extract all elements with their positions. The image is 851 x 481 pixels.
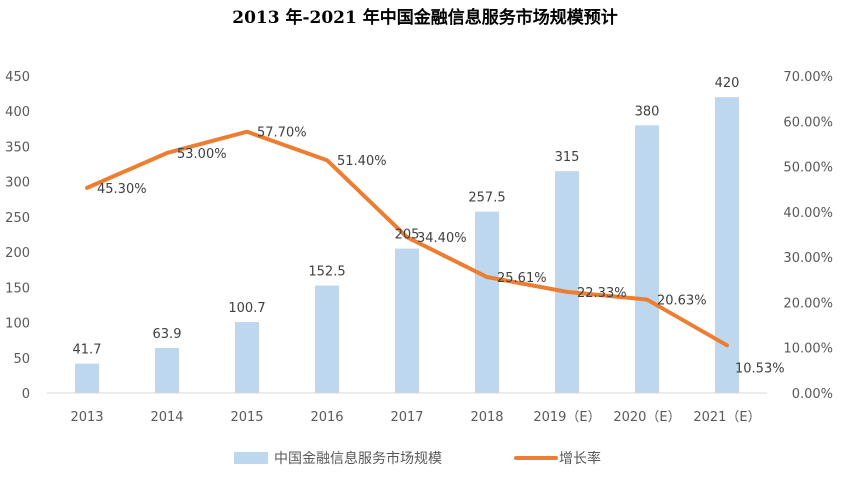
y-right-tick: 70.00% xyxy=(783,70,833,85)
legend-bar-swatch xyxy=(234,452,268,464)
y-left-tick: 300 xyxy=(5,176,30,191)
line-point xyxy=(326,159,328,162)
line-point xyxy=(246,130,248,133)
chart-title: 2013 年-2021 年中国金融信息服务市场规模预计 xyxy=(232,7,618,28)
bar xyxy=(715,97,739,393)
bar-label: 205 xyxy=(395,228,420,243)
x-tick: 2021（E） xyxy=(693,410,760,425)
bar-label: 63.9 xyxy=(153,327,182,342)
line-point xyxy=(166,151,168,154)
x-tick: 2017 xyxy=(390,410,423,425)
y-right-tick: 50.00% xyxy=(783,161,833,176)
line-label: 10.53% xyxy=(735,361,785,376)
line-point xyxy=(406,236,408,239)
bar xyxy=(315,285,339,393)
bar xyxy=(475,211,499,393)
bar-label: 420 xyxy=(715,76,740,91)
line-label: 20.63% xyxy=(657,294,707,309)
x-tick: 2016 xyxy=(310,410,343,425)
bar-label: 41.7 xyxy=(73,343,102,358)
legend: 中国金融信息服务市场规模 增长率 xyxy=(234,450,601,467)
bar-label: 257.5 xyxy=(468,191,505,206)
y-right-tick: 10.00% xyxy=(783,342,833,357)
y-left-tick: 450 xyxy=(5,70,30,85)
line-point xyxy=(86,186,88,189)
bar xyxy=(555,171,579,393)
y-left-tick: 150 xyxy=(5,281,30,296)
y-left-tick: 50 xyxy=(13,352,30,367)
y-left-tick: 200 xyxy=(5,246,30,261)
y-right-tick: 30.00% xyxy=(783,251,833,266)
line-label: 51.40% xyxy=(337,154,387,169)
y-left-tick: 0 xyxy=(22,387,30,402)
x-tick: 2014 xyxy=(150,410,183,425)
y-right-tick: 0.00% xyxy=(792,387,833,402)
y-right-tick: 20.00% xyxy=(783,296,833,311)
bar-label: 380 xyxy=(635,104,660,119)
line-point xyxy=(726,344,728,347)
legend-line-label: 增长率 xyxy=(559,450,601,467)
bar xyxy=(155,347,179,393)
line-label: 34.40% xyxy=(417,231,467,246)
y-left-tick: 350 xyxy=(5,140,30,155)
bar xyxy=(395,248,419,393)
y-left-tick: 100 xyxy=(5,317,30,332)
y-left-tick: 250 xyxy=(5,211,30,226)
line-point xyxy=(566,290,568,293)
x-tick: 2018 xyxy=(470,410,503,425)
y-left-tick: 400 xyxy=(5,105,30,120)
legend-bar-label: 中国金融信息服务市场规模 xyxy=(274,450,442,467)
line-label: 57.70% xyxy=(257,126,307,141)
bar-label: 100.7 xyxy=(228,301,265,316)
x-tick: 2015 xyxy=(230,410,263,425)
bar-label: 315 xyxy=(555,150,580,165)
bar-label: 152.5 xyxy=(308,265,345,280)
x-tick: 2020（E） xyxy=(613,410,680,425)
y-right-tick: 40.00% xyxy=(783,206,833,221)
bar xyxy=(75,363,99,393)
x-tick: 2013 xyxy=(70,410,103,425)
bar xyxy=(635,125,659,394)
line-point xyxy=(486,276,488,279)
line-label: 22.33% xyxy=(577,286,627,301)
line-label: 25.61% xyxy=(497,271,547,286)
line-point xyxy=(646,298,648,301)
bar xyxy=(235,322,259,393)
y-right-tick: 60.00% xyxy=(783,115,833,130)
x-tick: 2019（E） xyxy=(533,410,600,425)
line-label: 45.30% xyxy=(97,182,147,197)
line-label: 53.00% xyxy=(177,147,227,162)
